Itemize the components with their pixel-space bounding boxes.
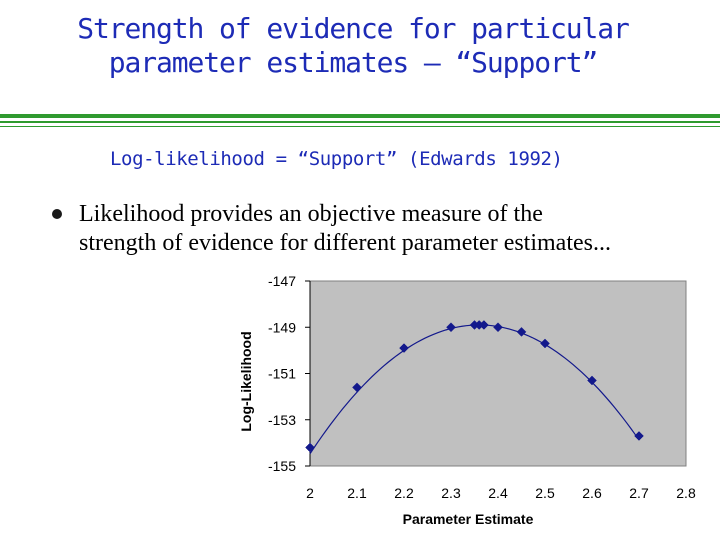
data-point — [587, 375, 597, 386]
y-tick-label: -153 — [268, 412, 296, 428]
data-point — [446, 322, 456, 333]
data-point — [479, 320, 489, 330]
x-tick-label: 2 — [306, 485, 314, 501]
x-axis-title: Parameter Estimate — [403, 511, 534, 527]
title-rule-middle — [0, 121, 720, 123]
plot-area — [309, 280, 687, 467]
bullet-marker — [52, 209, 62, 219]
bullet-text-line-1: Likelihood provides an objective measure… — [79, 201, 543, 227]
y-tick-label: -149 — [268, 319, 296, 335]
bullet-text: Likelihood provides an objective measure… — [79, 200, 699, 258]
data-point — [516, 327, 527, 337]
y-tick-label: -151 — [268, 366, 296, 382]
x-tick-label: 2.7 — [629, 485, 649, 501]
x-tick-label: 2.6 — [582, 485, 602, 501]
slide-title-line-1: Strength of evidence for particular — [77, 12, 630, 45]
x-tick-label: 2.2 — [394, 485, 414, 501]
subtitle-text: Log-likelihood = “Support” (Edwards 1992… — [110, 148, 563, 170]
data-point — [352, 382, 362, 393]
x-tick-label: 2.1 — [347, 485, 367, 501]
title-rule-thin — [0, 126, 720, 127]
data-point — [493, 322, 503, 333]
slide-title: Strength of evidence for particular para… — [0, 12, 706, 79]
y-tick-label: -147 — [268, 273, 296, 289]
slide-title-line-2: parameter estimates – “Support” — [108, 45, 599, 79]
data-point — [634, 431, 644, 441]
data-point — [540, 338, 550, 349]
bullet-text-line-2: strength of evidence for different param… — [79, 230, 611, 256]
x-tick-label: 2.5 — [535, 485, 555, 501]
x-tick-label: 2.4 — [488, 485, 508, 501]
x-tick-label: 2.3 — [441, 485, 461, 501]
log-likelihood-chart: -147 -149 -151 -153 -155 2 2.1 2.2 2.3 2.4 2.5 2.6 2… — [238, 273, 696, 527]
data-point — [399, 343, 409, 353]
title-rule-thick — [0, 114, 720, 118]
x-tick-label: 2.8 — [676, 485, 696, 501]
y-tick-label: -155 — [268, 458, 296, 474]
y-axis-title: Log-Likelihood — [238, 331, 254, 431]
data-point — [305, 442, 315, 453]
